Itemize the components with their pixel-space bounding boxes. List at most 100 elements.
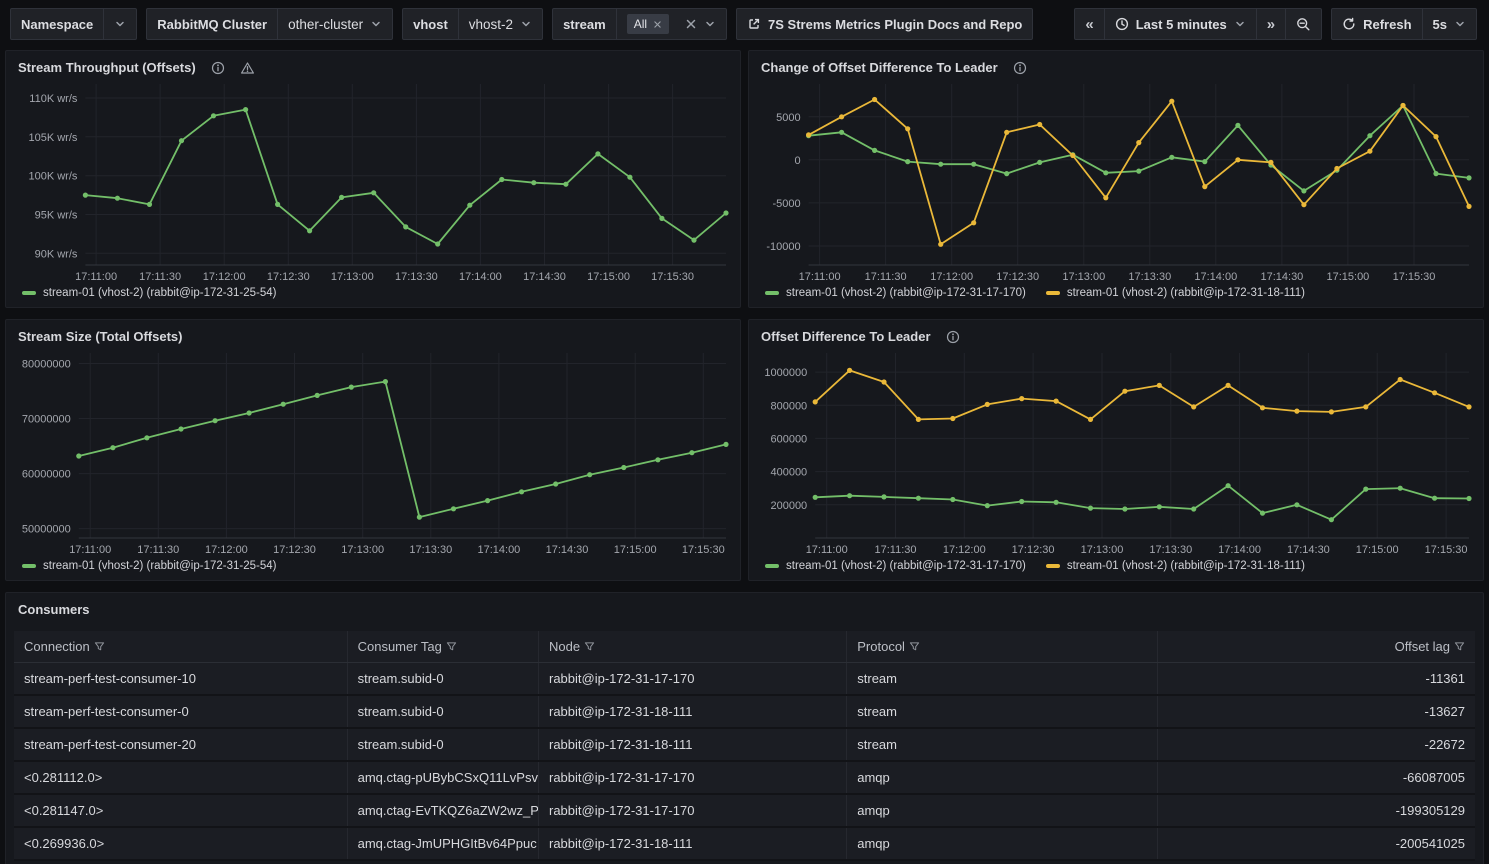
info-icon[interactable]	[211, 61, 225, 75]
refresh-interval-value: 5s	[1432, 16, 1447, 32]
svg-text:17:14:00: 17:14:00	[1218, 544, 1261, 556]
namespace-filter-dropdown[interactable]	[103, 9, 136, 39]
refresh-button[interactable]: Refresh	[1332, 9, 1421, 39]
svg-text:17:11:30: 17:11:30	[865, 271, 907, 283]
panel-title: Change of Offset Difference To Leader	[761, 60, 998, 75]
docs-link[interactable]: 7S Strems Metrics Plugin Docs and Repo	[736, 8, 1034, 40]
table-cell: amqp	[846, 794, 1158, 828]
legend-item[interactable]: stream-01 (vhost-2) (rabbit@ip-172-31-25…	[22, 560, 276, 572]
chip-remove-icon[interactable]	[653, 20, 662, 29]
legend-item[interactable]: stream-01 (vhost-2) (rabbit@ip-172-31-17…	[765, 560, 1026, 572]
stream-filter-label: stream	[563, 16, 606, 32]
cluster-filter[interactable]: RabbitMQ Cluster other-cluster	[146, 8, 394, 40]
filter-icon[interactable]	[584, 641, 595, 652]
stream-filter[interactable]: stream All	[552, 8, 728, 40]
stream-filter-chip[interactable]: All	[626, 14, 670, 34]
legend-series-label: stream-01 (vhost-2) (rabbit@ip-172-31-18…	[1066, 287, 1306, 299]
legend-series-marker	[765, 564, 779, 568]
zoom-out-button[interactable]	[1285, 9, 1321, 39]
chart-canvas[interactable]: 90K wr/s 95K wr/s 100K wr/s 105K wr/s 110K w…	[12, 78, 734, 285]
cluster-filter-label: RabbitMQ Cluster	[157, 16, 268, 32]
chevron-down-icon	[1234, 18, 1246, 30]
table-cell: -199305129	[1157, 794, 1475, 828]
column-header-offset-lag[interactable]: Offset lag	[1157, 631, 1475, 663]
info-icon[interactable]	[1013, 61, 1027, 75]
chart-canvas[interactable]: 200000 400000 600000 800000 1000000 17:11:00 1…	[755, 347, 1477, 558]
chart-legend: stream-01 (vhost-2) (rabbit@ip-172-31-25…	[6, 558, 740, 580]
svg-text:17:13:30: 17:13:30	[409, 544, 452, 556]
filter-icon[interactable]	[446, 641, 457, 652]
throughput-chart[interactable]: 90K wr/s 95K wr/s 100K wr/s 105K wr/s 110K w…	[12, 78, 734, 285]
svg-text:17:12:00: 17:12:00	[930, 271, 973, 283]
chevron-down-icon[interactable]	[704, 18, 716, 30]
svg-text:17:13:30: 17:13:30	[395, 271, 438, 283]
vhost-filter-value[interactable]: vhost-2	[457, 9, 542, 39]
table-row[interactable]: <0.269936.0> amq.ctag-JmUPHGItBv64Ppuc rab…	[14, 827, 1475, 861]
refresh-interval-picker[interactable]: 5s	[1421, 9, 1476, 39]
filter-icon[interactable]	[909, 641, 920, 652]
clear-selection-icon[interactable]	[685, 18, 697, 30]
legend-item[interactable]: stream-01 (vhost-2) (rabbit@ip-172-31-18…	[1045, 560, 1305, 572]
column-header-connection[interactable]: Connection	[14, 631, 348, 663]
table-cell: amq.ctag-EvTKQZ6aZW2wz_P	[346, 794, 539, 828]
zoom-out-icon	[1296, 17, 1311, 32]
info-icon[interactable]	[946, 330, 960, 344]
warning-icon[interactable]	[240, 61, 255, 75]
chart-canvas[interactable]: 50000000 60000000 70000000 80000000 17:11:00…	[12, 347, 734, 558]
toolbar-filters: Namespace RabbitMQ Cluster other-cluster…	[10, 8, 1034, 40]
legend-series-label: stream-01 (vhost-2) (rabbit@ip-172-31-25…	[43, 560, 277, 572]
legend-series-marker	[22, 291, 36, 295]
table-row[interactable]: stream-perf-test-consumer-20 stream.subid…	[14, 728, 1475, 762]
vhost-filter[interactable]: vhost vhost-2	[402, 8, 544, 40]
svg-text:17:12:00: 17:12:00	[205, 544, 248, 556]
legend-item[interactable]: stream-01 (vhost-2) (rabbit@ip-172-31-17…	[765, 287, 1026, 299]
time-shift-forward-button[interactable]: »	[1255, 9, 1285, 39]
panel-header: Consumers	[6, 593, 1483, 625]
clock-icon	[1115, 17, 1129, 31]
legend-item[interactable]: stream-01 (vhost-2) (rabbit@ip-172-31-18…	[1045, 287, 1306, 299]
filter-icon[interactable]	[94, 641, 105, 652]
stream-size-chart[interactable]: 50000000 60000000 70000000 80000000 17:11:00…	[12, 347, 734, 558]
svg-text:17:11:00: 17:11:00	[75, 271, 117, 283]
filter-icon[interactable]	[1454, 641, 1465, 652]
time-range-picker[interactable]: Last 5 minutes	[1103, 9, 1256, 39]
external-link-icon	[747, 17, 761, 31]
column-header-protocol[interactable]: Protocol	[846, 631, 1158, 663]
chart-legend: stream-01 (vhost-2) (rabbit@ip-172-31-25…	[6, 285, 740, 307]
table-row[interactable]: stream-perf-test-consumer-0 stream.subid-…	[14, 695, 1475, 729]
chart-canvas[interactable]: -10000 -5000 0 5000 17:11:00 17:11:30 17:12:00…	[755, 78, 1477, 285]
table-row[interactable]: stream-perf-test-consumer-10 stream.subid…	[14, 662, 1475, 696]
svg-text:17:14:00: 17:14:00	[459, 271, 502, 283]
table-cell: stream	[846, 728, 1158, 762]
stream-filter-value: All	[615, 9, 726, 39]
svg-text:400000: 400000	[770, 467, 807, 479]
svg-text:17:14:00: 17:14:00	[1194, 271, 1237, 283]
svg-text:17:15:00: 17:15:00	[1326, 271, 1369, 283]
namespace-filter[interactable]: Namespace	[10, 8, 138, 40]
svg-text:17:14:30: 17:14:30	[546, 544, 589, 556]
table-cell: stream	[846, 695, 1158, 729]
table-cell: stream.subid-0	[346, 662, 539, 696]
chevron-down-icon	[520, 18, 532, 30]
table-cell: -200541025	[1157, 827, 1475, 861]
column-header-node[interactable]: Node	[537, 631, 847, 663]
change-offset-chart[interactable]: -10000 -5000 0 5000 17:11:00 17:11:30 17:12:00…	[755, 78, 1477, 285]
legend-series-marker	[1045, 291, 1060, 295]
table-cell: amq.ctag-pUBybCSxQ11LvPsv	[346, 761, 539, 795]
svg-text:17:15:30: 17:15:30	[682, 544, 725, 556]
table-row[interactable]: <0.281147.0> amq.ctag-EvTKQZ6aZW2wz_P rabb…	[14, 794, 1475, 828]
table-cell: stream-perf-test-consumer-0	[14, 695, 348, 729]
cluster-filter-value[interactable]: other-cluster	[277, 9, 392, 39]
column-header-consumer-tag[interactable]: Consumer Tag	[346, 631, 539, 663]
svg-text:17:15:30: 17:15:30	[1425, 544, 1468, 556]
time-range-label: Last 5 minutes	[1135, 16, 1227, 32]
legend-series-label: stream-01 (vhost-2) (rabbit@ip-172-31-17…	[786, 287, 1026, 299]
table-row[interactable]: <0.281112.0> amq.ctag-pUBybCSxQ11LvPsv rab…	[14, 761, 1475, 795]
svg-text:110K wr/s: 110K wr/s	[29, 93, 78, 105]
offset-difference-chart[interactable]: 200000 400000 600000 800000 1000000 17:11:00 1…	[755, 347, 1477, 558]
panel-header: Stream Size (Total Offsets)	[6, 320, 740, 347]
consumers-table: Connection Consumer Tag Node Protocol Offset…	[14, 631, 1475, 861]
legend-item[interactable]: stream-01 (vhost-2) (rabbit@ip-172-31-25…	[22, 287, 276, 299]
time-shift-back-button[interactable]: «	[1085, 15, 1094, 33]
table-cell: -13627	[1157, 695, 1475, 729]
